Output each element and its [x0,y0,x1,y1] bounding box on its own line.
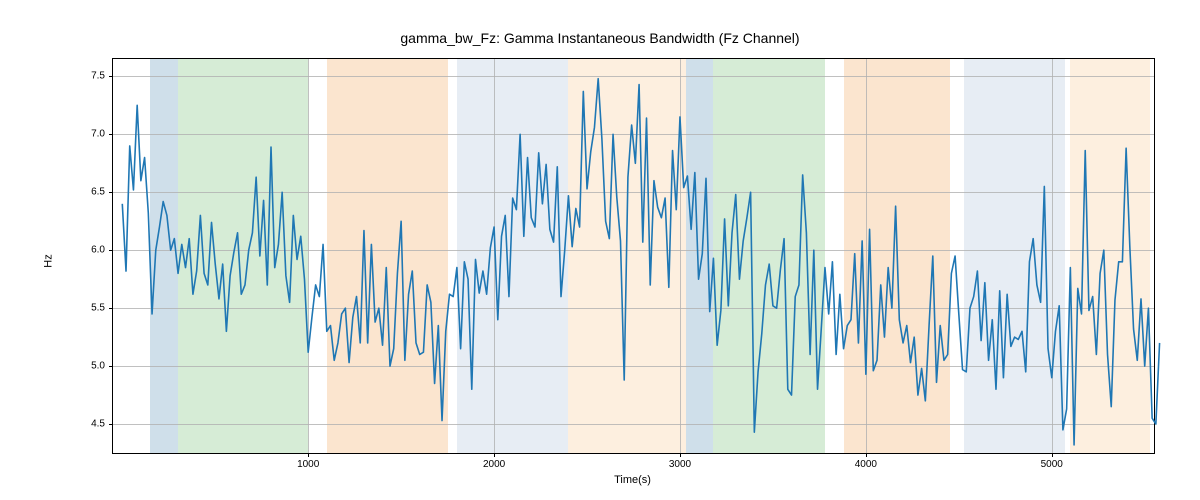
x-tick-mark [680,453,681,457]
y-tick-mark [109,250,113,251]
chart-title: gamma_bw_Fz: Gamma Instantaneous Bandwid… [0,30,1200,46]
data-line [122,79,1159,445]
x-tick-mark [1052,453,1053,457]
chart-container: gamma_bw_Fz: Gamma Instantaneous Bandwid… [0,0,1200,500]
y-tick-label: 4.5 [91,419,105,430]
y-tick-mark [109,424,113,425]
x-tick-mark [866,453,867,457]
y-tick-mark [109,308,113,309]
plot-area: 4.55.05.56.06.57.07.51000200030004000500… [112,58,1155,454]
y-tick-label: 6.0 [91,245,105,256]
y-tick-label: 7.0 [91,129,105,140]
y-tick-mark [109,192,113,193]
x-axis-label: Time(s) [112,474,1153,486]
y-tick-mark [109,134,113,135]
y-tick-mark [109,76,113,77]
x-tick-mark [308,453,309,457]
x-tick-label: 5000 [1041,459,1063,470]
y-tick-label: 5.0 [91,361,105,372]
x-tick-label: 3000 [669,459,691,470]
x-tick-label: 1000 [297,459,319,470]
y-axis-label: Hz [43,254,55,267]
y-tick-label: 6.5 [91,187,105,198]
x-tick-mark [494,453,495,457]
y-tick-label: 5.5 [91,303,105,314]
x-tick-label: 4000 [855,459,877,470]
x-tick-label: 2000 [483,459,505,470]
y-tick-mark [109,366,113,367]
line-svg [113,59,1154,453]
y-tick-label: 7.5 [91,71,105,82]
